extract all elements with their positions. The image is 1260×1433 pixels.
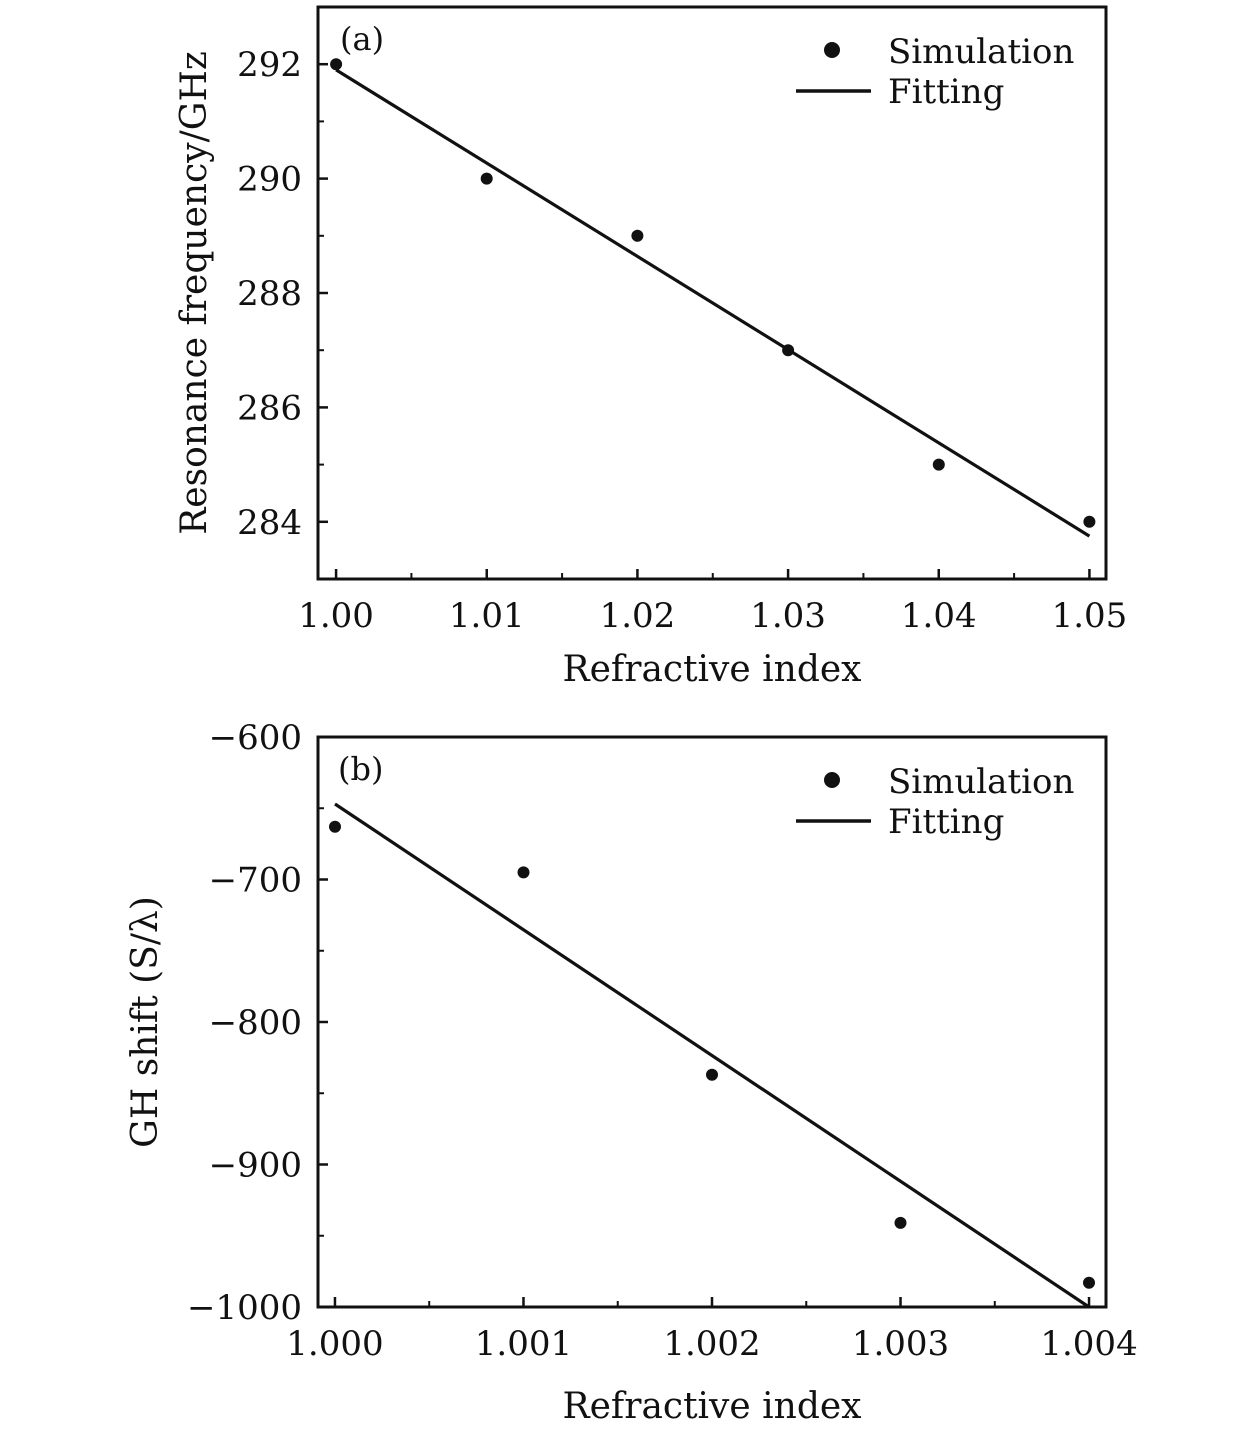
panel-label: (b) <box>338 750 383 788</box>
simulation-points-layer <box>330 58 1096 528</box>
x-tick-label: 1.02 <box>600 596 676 636</box>
legend-fitting-label: Fitting <box>888 802 1004 842</box>
x-tick-label: 1.002 <box>663 1324 760 1364</box>
y-tick-label: 290 <box>237 160 302 200</box>
legend-simulation-label: Simulation <box>888 762 1074 802</box>
fitting-line-layer <box>334 802 1090 1309</box>
fitting-line <box>335 68 1091 538</box>
tick-marks <box>318 6 1091 580</box>
x-tick-label: 1.01 <box>449 596 525 636</box>
y-tick-label: −800 <box>209 1003 302 1043</box>
simulation-point <box>1083 515 1096 528</box>
y-tick-label: −900 <box>209 1146 302 1186</box>
panel-b: 1.000 1.001 1.002 1.003 1.004 −1000−900−800−… <box>125 718 1138 1427</box>
y-tick-label: −1000 <box>187 1288 302 1328</box>
y-axis-title: Resonance frequency/GHz <box>174 51 215 535</box>
simulation-point <box>1083 1276 1095 1289</box>
simulation-point <box>631 229 644 242</box>
x-axis-title: Refractive index <box>563 649 862 690</box>
tick-marks <box>318 735 1091 1309</box>
simulation-point <box>329 820 341 833</box>
panel-label: (a) <box>340 20 384 58</box>
fitting-line <box>334 802 1090 1309</box>
legend: Simulation Fitting <box>796 32 1074 112</box>
simulation-points-layer <box>329 820 1095 1289</box>
legend-fitting-label: Fitting <box>888 72 1004 112</box>
simulation-point <box>782 344 795 357</box>
x-tick-label: 1.003 <box>852 1324 949 1364</box>
simulation-point <box>932 458 945 471</box>
y-tick-label: 286 <box>237 388 302 428</box>
y-tick-label: −600 <box>209 718 302 758</box>
legend-simulation-marker <box>824 772 840 788</box>
panel-a: 1.00 1.01 1.02 1.03 1.04 1.05 284 286 288 290 292… <box>174 5 1127 690</box>
x-tick-label: 1.03 <box>750 596 826 636</box>
simulation-point <box>517 866 530 879</box>
y-tick-label: 284 <box>237 503 302 543</box>
x-tick-label: 1.004 <box>1040 1324 1137 1364</box>
x-tick-label: 1.05 <box>1052 596 1128 636</box>
fitting-line-layer <box>335 68 1091 538</box>
legend: Simulation Fitting <box>796 762 1074 842</box>
y-tick-label: 292 <box>237 45 302 85</box>
y-tick-labels: 284 286 288 290 292 <box>237 45 302 543</box>
x-tick-label: 1.001 <box>475 1324 572 1364</box>
simulation-point <box>706 1068 718 1081</box>
y-tick-label: −700 <box>209 861 302 901</box>
x-tick-label: 1.00 <box>298 596 374 636</box>
y-axis-title: GH shift (S/λ) <box>125 896 166 1148</box>
x-axis-title: Refractive index <box>563 1386 862 1427</box>
y-tick-label: 288 <box>237 274 302 314</box>
legend-simulation-label: Simulation <box>888 32 1074 72</box>
legend-simulation-marker <box>824 42 840 58</box>
x-tick-labels: 1.00 1.01 1.02 1.03 1.04 1.05 <box>298 596 1127 636</box>
simulation-point <box>480 172 493 185</box>
simulation-point <box>330 58 343 71</box>
x-tick-label: 1.000 <box>286 1324 383 1364</box>
x-tick-label: 1.04 <box>901 596 977 636</box>
x-tick-labels: 1.000 1.001 1.002 1.003 1.004 <box>286 1324 1137 1364</box>
simulation-point <box>894 1216 907 1229</box>
y-tick-labels: −1000 −900 −800 −700 −600 <box>187 718 302 1328</box>
